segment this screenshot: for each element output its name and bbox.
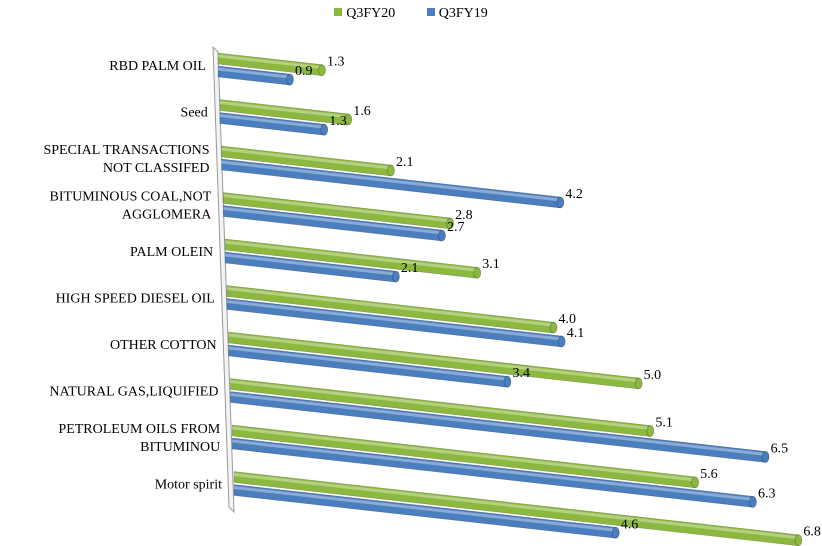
bar-q3fy20-seed [219,99,353,126]
value-label-q3fy20-petroleum-oils-from-bituminou: 5.6 [700,467,718,482]
value-label-q3fy20-natural-gas-liquified: 5.1 [655,416,673,431]
axis-layer [212,45,235,514]
bar-q3fy19-palm-olein [224,251,400,283]
bar-q3fy19-high-speed-diesel-oil [226,298,566,348]
category-label-natural-gas-liquified: NATURAL GAS,LIQUIFIED [49,385,218,400]
category-label-motor-spirit: Motor spirit [155,478,222,493]
legend-item-q3fy19: Q3FY19 [426,6,488,22]
category-label-petroleum-oils-from-bituminou-line-2: BITUMINOU [140,440,220,455]
category-label-seed: Seed [181,106,208,121]
value-label-q3fy20-seed: 1.6 [353,104,371,119]
category-label-high-speed-diesel-oil: HIGH SPEED DIESEL OIL [56,292,215,307]
bar-q3fy20-palm-olein [224,238,482,279]
bar-q3fy20-other-cotton [228,331,643,390]
value-label-q3fy19-motor-spirit: 4.6 [621,517,639,532]
value-label-q3fy19-bituminous-coal-not-agglomera: 2.7 [447,220,465,235]
value-label-q3fy19-special-transactions-not-classifed: 4.2 [565,187,583,202]
bar-q3fy19-natural-gas-liquified [230,391,770,463]
value-label-q3fy20-palm-olein: 3.1 [482,257,500,272]
value-label-q3fy19-rbd-palm-oil: 0.9 [295,64,313,79]
legend-label-q3fy19: Q3FY19 [438,6,488,21]
value-label-q3fy20-motor-spirit: 6.8 [803,525,821,540]
chart-legend: Q3FY20 Q3FY19 [0,6,822,22]
bar-q3fy20-natural-gas-liquified [230,378,655,437]
category-label-palm-olein: PALM OLEIN [130,245,213,260]
value-label-q3fy19-other-cotton: 3.4 [512,366,530,381]
bar-q3fy20-motor-spirit [233,471,803,546]
value-label-q3fy20-special-transactions-not-classifed: 2.1 [396,155,414,170]
value-label-q3fy19-natural-gas-liquified: 6.5 [771,441,789,456]
value-label-q3fy20-rbd-palm-oil: 1.3 [327,55,345,70]
bar-q3fy20-rbd-palm-oil [217,52,326,76]
legend-swatch-q3fy19 [426,8,435,16]
bar-q3fy20-high-speed-diesel-oil [226,285,558,334]
bars-layer [217,52,803,546]
category-label-rbd-palm-oil: RBD PALM OIL [109,59,206,74]
category-label-other-cotton: OTHER COTTON [110,338,217,353]
value-label-q3fy20-bituminous-coal-not-agglomera: 2.8 [455,208,473,223]
legend-item-q3fy20: Q3FY20 [334,6,395,22]
value-label-q3fy20-high-speed-diesel-oil: 4.0 [559,312,577,327]
value-labels: 1.3 0.9 1.6 1.3 2.1 4.2 2.82.7 3.1 2.1 4.04.1 5.0 3… [295,55,821,540]
bar-q3fy20-petroleum-oils-from-bituminou [231,424,699,489]
value-label-q3fy20-other-cotton: 5.0 [644,368,662,383]
bar-q3fy19-motor-spirit [233,484,620,539]
category-label-bituminous-coal-not-agglomera-line-1: BITUMINOUS COAL,NOT [50,190,212,205]
category-label-petroleum-oils-from-bituminou-line-1: PETROLEUM OILS FROM [58,422,220,437]
bar-q3fy19-special-transactions-not-classifed [221,158,565,209]
bar-q3fy19-other-cotton [228,344,512,388]
bar-q3fy19-seed [219,112,329,136]
value-label-q3fy19-high-speed-diesel-oil: 4.1 [567,326,585,341]
axis-wall [212,45,235,514]
category-labels: RBD PALM OIL Seed SPECIAL TRANSACTIONS NOT … [43,59,222,493]
bar-q3fy20-special-transactions-not-classifed [221,145,395,177]
category-label-bituminous-coal-not-agglomera-line-2: AGGLOMERA [122,208,212,223]
bar-q3fy19-bituminous-coal-not-agglomera [223,205,446,242]
category-label-special-transactions-not-classifed-line-1: SPECIAL TRANSACTIONS [43,143,209,158]
bar-q3fy19-rbd-palm-oil [217,65,294,86]
category-label-special-transactions-not-classifed-line-2: NOT CLASSIFED [103,161,210,176]
value-label-q3fy19-seed: 1.3 [329,114,347,129]
value-label-q3fy19-petroleum-oils-from-bituminou: 6.3 [758,486,776,501]
bar-q3fy19-petroleum-oils-from-bituminou [231,437,757,508]
bar-q3fy20-bituminous-coal-not-agglomera [223,192,454,230]
value-label-q3fy19-palm-olein: 2.1 [401,261,419,276]
legend-swatch-q3fy20 [334,8,343,16]
legend-label-q3fy20: Q3FY20 [346,6,396,21]
